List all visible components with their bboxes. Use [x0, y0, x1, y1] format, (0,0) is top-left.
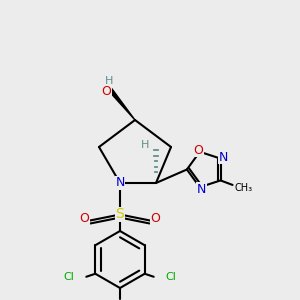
Text: S: S [116, 208, 124, 221]
Text: N: N [196, 183, 206, 196]
Text: Cl: Cl [64, 272, 75, 282]
Text: Cl: Cl [165, 272, 176, 282]
Polygon shape [106, 86, 135, 120]
Text: H: H [105, 76, 114, 86]
Text: O: O [151, 212, 160, 226]
Text: N: N [218, 151, 228, 164]
Text: N: N [115, 176, 125, 190]
Text: H: H [141, 140, 150, 150]
Text: O: O [80, 212, 89, 226]
Text: CH₃: CH₃ [235, 183, 253, 193]
Text: O: O [102, 85, 111, 98]
Text: O: O [193, 144, 203, 157]
